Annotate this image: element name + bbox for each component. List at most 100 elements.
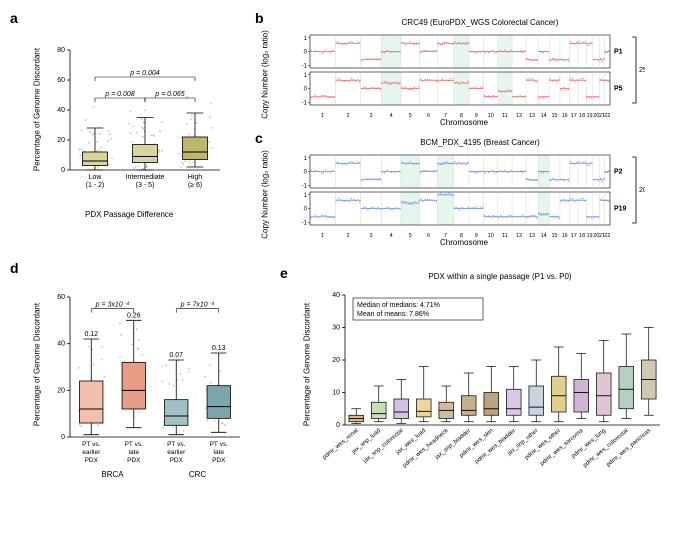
svg-text:5: 5: [409, 233, 412, 239]
svg-text:0: 0: [61, 434, 65, 441]
svg-text:pdmr_wes_bladder: pdmr_wes_bladder: [474, 428, 517, 465]
svg-text:P5: P5: [614, 86, 623, 93]
panel-e-label: e: [280, 265, 288, 281]
svg-text:0.12: 0.12: [84, 331, 98, 338]
svg-text:19: 19: [587, 233, 593, 239]
svg-text:earlier: earlier: [82, 449, 101, 456]
panel-c-title: BCM_PDX_4195 (Breast Cancer): [340, 138, 620, 147]
panel-b-plot: -101P11234567891011121314151617181920212…: [290, 30, 645, 120]
svg-text:P1: P1: [614, 49, 623, 56]
svg-text:PDX: PDX: [170, 457, 184, 464]
panel-c-ylabel: Copy Number (log₂ ratio): [261, 135, 270, 255]
svg-text:15: 15: [551, 233, 557, 239]
svg-text:6: 6: [427, 233, 430, 239]
svg-text:pdmr_wes_renal: pdmr_wes_renal: [322, 428, 360, 461]
panel-a-label: a: [10, 10, 18, 26]
svg-text:earlier: earlier: [167, 449, 186, 456]
svg-text:(1 - 2): (1 - 2): [86, 182, 105, 189]
svg-text:22: 22: [604, 113, 610, 119]
svg-text:20: 20: [57, 137, 65, 144]
svg-text:0: 0: [336, 422, 340, 429]
panel-e-plot: 010203040pdmr_wes_renaljax_snp_luadjax_s…: [320, 285, 665, 485]
svg-text:CRC: CRC: [189, 470, 207, 479]
svg-text:p = 0.065: p = 0.065: [154, 91, 184, 98]
svg-text:1: 1: [304, 36, 308, 42]
svg-text:12: 12: [516, 113, 522, 119]
svg-text:11: 11: [502, 113, 508, 119]
svg-text:19: 19: [587, 113, 593, 119]
svg-text:40: 40: [332, 292, 340, 299]
svg-text:High: High: [188, 174, 203, 181]
svg-text:-1: -1: [302, 100, 308, 106]
svg-text:17: 17: [571, 113, 577, 119]
panel-c-plot: -101P21234567891011121314151617181920212…: [290, 150, 645, 240]
svg-text:60: 60: [57, 77, 65, 84]
svg-text:0.07: 0.07: [169, 352, 183, 359]
panel-d-plot: 02040600.12PT vs.earlierPDX0.26PT vs.lat…: [45, 272, 245, 482]
svg-text:80: 80: [57, 47, 65, 54]
svg-text:BRCA: BRCA: [101, 470, 124, 479]
svg-text:late: late: [129, 449, 140, 456]
panel-e-ylabel: Percentage of Genome Discordant: [303, 290, 312, 440]
svg-text:5: 5: [409, 113, 412, 119]
svg-text:jax_snp_colorectal: jax_snp_colorectal: [362, 428, 405, 465]
svg-text:10: 10: [488, 113, 494, 119]
svg-text:20: 20: [57, 387, 65, 394]
svg-text:12: 12: [516, 233, 522, 239]
svg-text:1: 1: [321, 233, 324, 239]
svg-text:p = 7x10⁻⁴: p = 7x10⁻⁴: [180, 302, 215, 309]
panel-b-xlabel: Chromosome: [440, 118, 488, 127]
svg-text:PT vs.: PT vs.: [167, 441, 185, 448]
svg-text:-1: -1: [302, 63, 308, 69]
svg-text:4: 4: [390, 233, 393, 239]
svg-text:1: 1: [304, 156, 308, 162]
svg-text:PDX: PDX: [212, 457, 226, 464]
svg-text:10: 10: [488, 233, 494, 239]
svg-text:Intermediate: Intermediate: [126, 174, 165, 181]
panel-a-plot: 020406080Low(1 - 2)Intermediate(3 - 5)Hi…: [45, 25, 225, 200]
svg-text:P19: P19: [614, 206, 627, 213]
svg-text:16: 16: [562, 233, 568, 239]
svg-text:6: 6: [427, 113, 430, 119]
svg-text:15: 15: [551, 113, 557, 119]
svg-text:4: 4: [390, 113, 393, 119]
svg-text:-1: -1: [302, 183, 308, 189]
panel-a-ylabel: Percentage of Genome Discordant: [33, 35, 42, 185]
svg-text:0: 0: [304, 87, 308, 93]
svg-text:Low: Low: [89, 174, 103, 181]
svg-text:p = 3x10⁻⁴: p = 3x10⁻⁴: [95, 302, 130, 309]
panel-d-ylabel: Percentage of Genome Discordant: [33, 290, 42, 440]
svg-text:PDX: PDX: [85, 457, 99, 464]
panel-b-title: CRC49 (EuroPDX_WGS Colorectal Cancer): [340, 18, 620, 27]
svg-text:3: 3: [369, 233, 372, 239]
svg-text:PT vs.: PT vs.: [125, 441, 143, 448]
svg-text:p = 0.004: p = 0.004: [129, 70, 159, 77]
svg-text:13: 13: [529, 113, 535, 119]
svg-text:13: 13: [529, 233, 535, 239]
svg-text:0: 0: [304, 207, 308, 213]
svg-text:60: 60: [57, 294, 65, 301]
svg-text:1: 1: [321, 113, 324, 119]
svg-text:P2: P2: [614, 169, 623, 176]
panel-b-ylabel: Copy Number (log₂ ratio): [261, 15, 270, 135]
svg-text:(≥ 6): (≥ 6): [188, 182, 202, 189]
svg-text:18: 18: [579, 233, 585, 239]
svg-text:late: late: [214, 449, 225, 456]
panel-d-label: d: [10, 260, 19, 276]
svg-text:0.26: 0.26: [127, 312, 141, 319]
svg-text:40: 40: [57, 107, 65, 114]
svg-text:PDX: PDX: [127, 457, 141, 464]
svg-text:16: 16: [562, 113, 568, 119]
svg-text:0: 0: [304, 50, 308, 56]
svg-text:0.13: 0.13: [212, 345, 226, 352]
svg-text:11: 11: [502, 233, 508, 239]
svg-text:20%: 20%: [639, 187, 645, 194]
svg-text:PT vs.: PT vs.: [210, 441, 228, 448]
panel-a-xlabel: PDX Passage Difference: [85, 210, 173, 219]
svg-text:18: 18: [579, 113, 585, 119]
svg-text:30: 30: [332, 325, 340, 332]
svg-text:Median of medians: 4.71%: Median of medians: 4.71%: [357, 302, 440, 309]
svg-text:PT vs.: PT vs.: [82, 441, 100, 448]
svg-text:p = 0.008: p = 0.008: [104, 91, 134, 98]
svg-text:17: 17: [571, 233, 577, 239]
